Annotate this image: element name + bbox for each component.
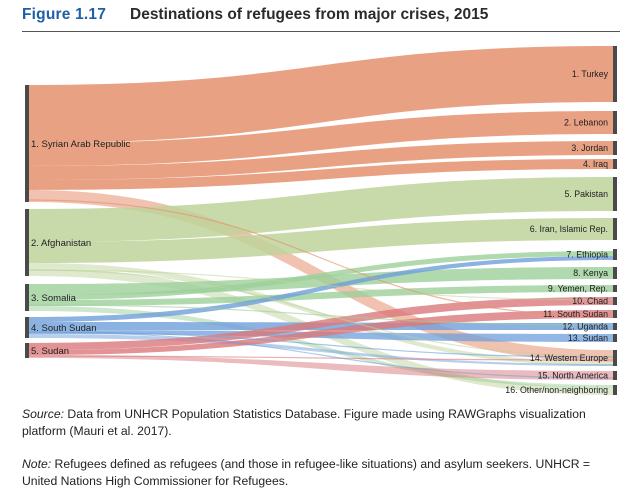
destination-label: 15. North America xyxy=(538,371,609,381)
flow-link-minor xyxy=(28,304,614,326)
flow-link xyxy=(29,141,613,180)
flow-link xyxy=(29,334,613,366)
destination-node xyxy=(613,323,617,330)
header-rule xyxy=(22,31,620,32)
flow-link xyxy=(29,256,613,322)
flow-link xyxy=(29,177,613,242)
destination-label: 12. Uganda xyxy=(563,322,609,332)
destination-label: 3. Jordan xyxy=(571,143,608,153)
note-label: Note: xyxy=(22,457,52,471)
destination-label: 16. Other/non-neighboring xyxy=(505,385,608,395)
destination-node xyxy=(613,46,617,102)
flow-link xyxy=(29,251,613,300)
flow-link-minor xyxy=(28,199,614,317)
destination-label: 11. South Sudan xyxy=(543,309,608,319)
figure-number: Figure 1.17 xyxy=(22,6,107,23)
flow-link-minor xyxy=(28,269,614,301)
destination-node xyxy=(613,385,617,395)
source-label: 3. Somalia xyxy=(31,293,77,304)
flow-link xyxy=(29,285,613,306)
destination-node xyxy=(613,285,617,292)
nodes xyxy=(25,46,617,395)
flow-link xyxy=(29,218,613,263)
source-node xyxy=(25,343,29,358)
destination-node xyxy=(613,177,617,211)
note-text: Refugees defined as refugees (and those … xyxy=(22,457,591,488)
flow-link xyxy=(29,159,613,190)
flow-link xyxy=(29,267,613,295)
destination-label: 13. Sudan xyxy=(568,333,608,343)
destination-node xyxy=(613,141,617,155)
destination-label: 2. Lebanon xyxy=(564,118,608,128)
destination-node xyxy=(613,111,617,134)
destination-node xyxy=(613,218,617,240)
destination-label: 9. Yemen, Rep. xyxy=(548,284,608,294)
source-node xyxy=(25,284,29,311)
destination-label: 1. Turkey xyxy=(572,69,609,79)
source-label: 5. Sudan xyxy=(31,346,69,357)
flow-link xyxy=(29,310,613,355)
destination-label: 5. Pakistan xyxy=(564,189,608,199)
sankey-diagram: 1. Syrian Arab Republic 2. Afghanistan 3. … xyxy=(25,46,617,395)
source-node xyxy=(25,85,29,202)
flow-link-minor xyxy=(28,331,614,358)
destination-label: 6. Iran, Islamic Rep. xyxy=(530,224,608,234)
source-label: 1. Syrian Arab Republic xyxy=(31,139,131,150)
source-note: Source: Data from UNHCR Population Stati… xyxy=(22,406,622,440)
destination-label: 14. Western Europe xyxy=(530,353,608,363)
source-node xyxy=(25,209,29,276)
node-labels: 1. Syrian Arab Republic 2. Afghanistan 3. … xyxy=(31,69,609,395)
flow-link xyxy=(29,355,613,380)
destination-node xyxy=(613,249,617,260)
destination-label: 10. Chad xyxy=(572,296,608,306)
flow-link-minor xyxy=(28,269,614,357)
flow-link-minor xyxy=(28,355,614,361)
source-label: 2. Afghanistan xyxy=(31,238,91,249)
flow-link xyxy=(29,306,613,388)
flow-link xyxy=(29,111,613,166)
flow-link-minor xyxy=(28,331,614,379)
footnote: Note: Refugees defined as refugees (and … xyxy=(22,456,622,490)
flow-link xyxy=(29,46,613,143)
source-label: Source: xyxy=(22,407,65,421)
source-label: 4. South Sudan xyxy=(31,323,97,334)
figure-header: Figure 1.17 Destinations of refugees fro… xyxy=(22,6,622,32)
flow-link xyxy=(29,297,613,350)
destination-node xyxy=(613,159,617,169)
source-text: Data from UNHCR Population Statistics Da… xyxy=(22,407,586,438)
destination-node xyxy=(613,297,617,305)
figure-title: Destinations of refugees from major cris… xyxy=(130,6,489,23)
destination-label: 4. Iraq xyxy=(583,159,608,169)
destination-node xyxy=(613,267,617,279)
destination-node xyxy=(613,350,617,366)
destination-label: 7. Ethiopia xyxy=(566,250,608,260)
destination-node xyxy=(613,310,617,318)
destination-node xyxy=(613,334,617,342)
destination-label: 8. Kenya xyxy=(573,268,608,278)
destination-node xyxy=(613,371,617,380)
flow-links xyxy=(28,46,614,395)
source-node xyxy=(25,317,29,338)
